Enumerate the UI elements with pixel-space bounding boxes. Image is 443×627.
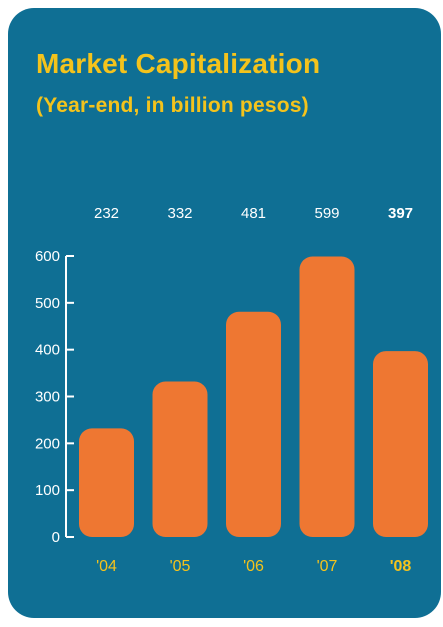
category-label: '04 [96, 558, 117, 575]
value-label: 481 [241, 205, 266, 222]
category-label: '07 [317, 558, 338, 575]
y-axis: 0 100 200 300 400 500 600 [35, 248, 74, 546]
value-label: 232 [94, 205, 119, 222]
y-tick-label: 200 [35, 435, 60, 452]
chart-subtitle: (Year-end, in billion pesos) [36, 94, 309, 117]
y-tick-label: 600 [35, 248, 60, 265]
bar [299, 256, 355, 537]
bar [152, 381, 208, 537]
category-label: '08 [390, 558, 412, 575]
chart-card: Market Capitalization (Year-end, in bill… [8, 8, 441, 618]
category-label: '06 [243, 558, 264, 575]
chart-title: Market Capitalization [36, 48, 321, 79]
y-tick-label: 0 [52, 529, 60, 546]
value-label: 332 [167, 205, 192, 222]
bar [373, 351, 428, 537]
y-tick-label: 400 [35, 342, 60, 359]
y-tick-label: 100 [35, 482, 60, 499]
category-labels: '04 '05 '06 '07 '08 [96, 558, 411, 575]
value-labels: 232 332 481 599 397 [94, 205, 413, 222]
category-label: '05 [170, 558, 191, 575]
bars [79, 256, 428, 537]
y-tick-label: 300 [35, 389, 60, 406]
value-label: 599 [314, 205, 339, 222]
value-label: 397 [388, 205, 413, 222]
y-tick-label: 500 [35, 295, 60, 312]
bar [226, 311, 281, 537]
bar [79, 428, 134, 537]
